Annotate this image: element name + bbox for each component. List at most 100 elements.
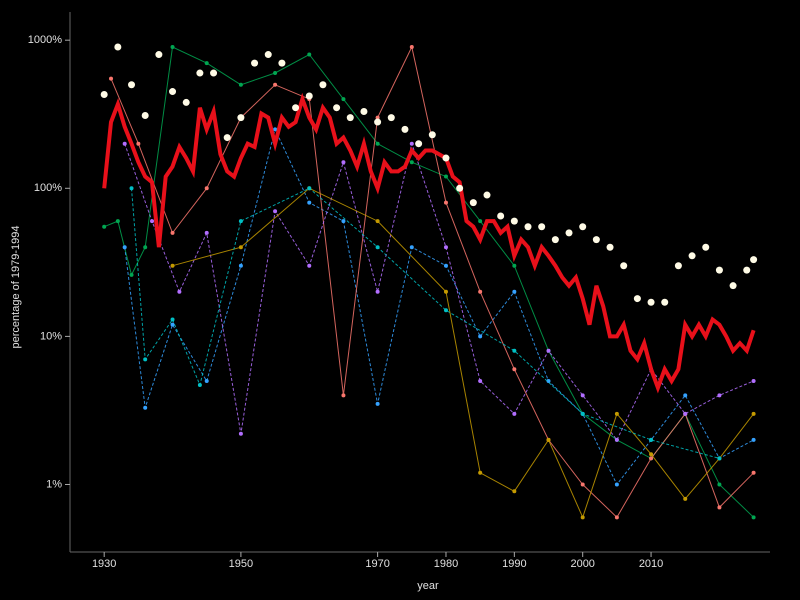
series-point [683, 411, 688, 416]
summary-point [674, 262, 682, 270]
series-point [102, 224, 107, 229]
summary-point [319, 81, 327, 89]
series-point [341, 393, 346, 398]
summary-point [469, 199, 477, 207]
summary-point [346, 114, 354, 122]
summary-point [128, 81, 136, 89]
series-point [717, 393, 722, 398]
series-point [307, 186, 312, 191]
series-point [341, 219, 346, 224]
summary-point [551, 236, 559, 244]
summary-point [114, 43, 122, 51]
summary-point [620, 262, 628, 270]
series-point [717, 456, 722, 461]
series-point [170, 317, 175, 322]
series-point [478, 334, 483, 339]
series-point [273, 82, 278, 87]
x-tick-label: 1930 [92, 558, 116, 570]
summary-point [155, 51, 163, 59]
x-tick-label: 2010 [639, 558, 663, 570]
series-point [409, 245, 414, 250]
series-point [580, 482, 585, 487]
series-point [649, 456, 654, 461]
series-point [150, 219, 155, 224]
x-tick-label: 1970 [365, 558, 389, 570]
series-point [143, 245, 148, 250]
y-tick-label: 1% [46, 478, 62, 490]
series-point [512, 489, 517, 494]
series-point [649, 452, 654, 457]
summary-point [606, 243, 614, 251]
series-point [136, 141, 141, 146]
series-point [129, 272, 134, 277]
x-axis-label: year [417, 580, 439, 592]
series-point [443, 245, 448, 250]
y-tick-label: 1000% [28, 34, 62, 46]
series-point [115, 219, 120, 224]
series-point [512, 263, 517, 268]
series-point [443, 308, 448, 313]
series-point [307, 263, 312, 268]
series-point [614, 482, 619, 487]
series-point [375, 115, 380, 120]
series-point [409, 160, 414, 165]
summary-point [524, 223, 532, 231]
series-point [238, 431, 243, 436]
series-point [512, 289, 517, 294]
series-point [204, 61, 209, 66]
summary-point [750, 256, 758, 264]
summary-point [715, 266, 723, 274]
summary-point [223, 134, 231, 142]
series-point [478, 378, 483, 383]
series-point [170, 44, 175, 49]
series-line [124, 127, 754, 486]
series-point [478, 219, 483, 224]
series-point [197, 382, 202, 387]
series-point [238, 82, 243, 87]
summary-point [264, 51, 272, 59]
summary-point [483, 191, 491, 199]
series-point [375, 219, 380, 224]
series-point [170, 322, 175, 327]
summary-point [456, 184, 464, 192]
series-point [614, 437, 619, 442]
series-line [124, 141, 754, 441]
series-point [143, 405, 148, 410]
series-point [409, 141, 414, 146]
summary-point [592, 236, 600, 244]
series-point [580, 515, 585, 520]
summary-point [661, 298, 669, 306]
series-point [170, 263, 175, 268]
series-point [580, 411, 585, 416]
summary-point [251, 59, 259, 67]
summary-point [360, 107, 368, 115]
x-tick-label: 1950 [229, 558, 253, 570]
series-point [443, 289, 448, 294]
x-tick-label: 1990 [502, 558, 526, 570]
series-point [478, 289, 483, 294]
summary-point [579, 223, 587, 231]
series-point [512, 411, 517, 416]
summary-point [237, 114, 245, 122]
summary-point [141, 112, 149, 120]
series-point [273, 209, 278, 214]
summary-point [292, 104, 300, 112]
series-point [307, 52, 312, 57]
series-point [170, 230, 175, 235]
summary-point [169, 88, 177, 96]
summary-point [633, 295, 641, 303]
series-line [172, 187, 754, 519]
series-point [546, 348, 551, 353]
series-point [375, 245, 380, 250]
series-point [580, 393, 585, 398]
series-point [307, 200, 312, 205]
summary-point [442, 154, 450, 162]
y-axis-label: percentage of 1979-1994 [10, 226, 22, 349]
series-point [204, 378, 209, 383]
series-point [614, 515, 619, 520]
series-point [478, 470, 483, 475]
series-point [129, 186, 134, 191]
series-point [683, 393, 688, 398]
summary-point [401, 125, 409, 133]
